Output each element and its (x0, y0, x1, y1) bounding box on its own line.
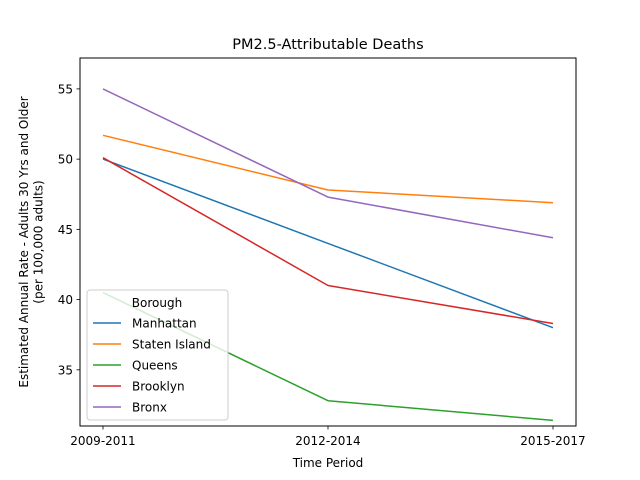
series-line-brooklyn (102, 157, 554, 325)
y-axis-label-line-2: (per 100,000 adults) (32, 180, 46, 303)
y-tick-label: 50 (58, 153, 73, 167)
series-line-staten-island (102, 134, 554, 204)
chart-title: PM2.5-Attributable Deaths (232, 37, 423, 53)
legend: Borough Manhattan Staten Island Queens Broo… (86, 289, 229, 421)
x-axis-label: Time Period (292, 456, 364, 470)
legend-box (86, 289, 229, 421)
legend-label-manhattan: Manhattan (132, 317, 197, 331)
series-line-manhattan (102, 158, 554, 329)
y-tick-label: 35 (58, 363, 73, 377)
x-tick-label: 2012-2014 (295, 434, 360, 448)
legend-label-brooklyn: Brooklyn (132, 380, 185, 394)
legend-label-queens: Queens (132, 359, 178, 373)
x-axis: 2009-2011 2012-2014 2015-2017 (70, 426, 586, 448)
x-tick-label: 2015-2017 (520, 434, 585, 448)
legend-title: Borough (132, 296, 182, 310)
y-axis: 35 40 45 50 55 (58, 82, 80, 377)
y-axis-label: Estimated Annual Rate - Adults 30 Yrs an… (17, 96, 46, 387)
x-tick-label: 2009-2011 (70, 434, 135, 448)
y-tick-label: 55 (58, 82, 73, 96)
y-tick-label: 45 (58, 223, 73, 237)
y-tick-label: 40 (58, 293, 73, 307)
legend-label-bronx: Bronx (132, 401, 167, 415)
legend-label-staten-island: Staten Island (132, 338, 211, 352)
series-line-bronx (102, 88, 554, 239)
y-axis-label-line-1: Estimated Annual Rate - Adults 30 Yrs an… (17, 96, 31, 387)
